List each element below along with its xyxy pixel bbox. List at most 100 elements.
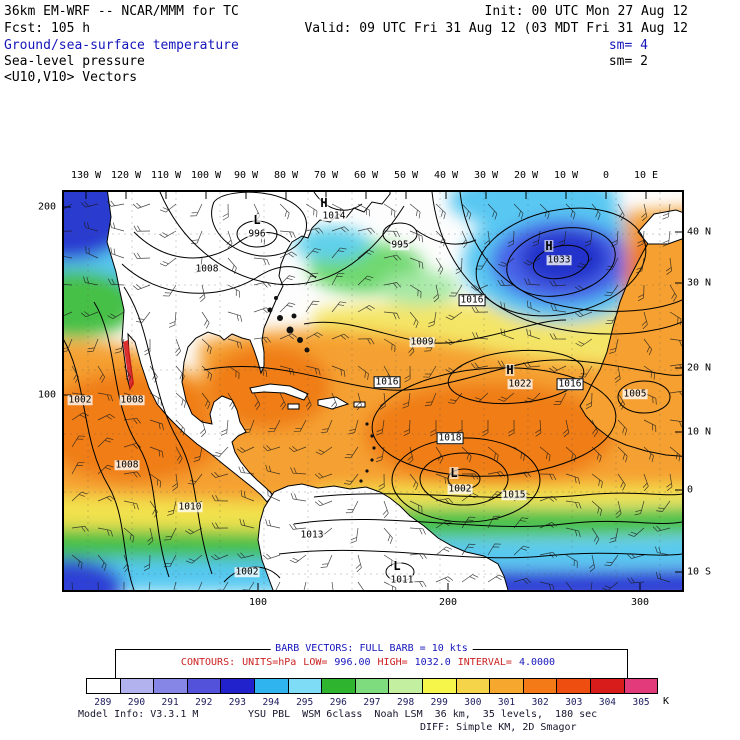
wind-barb — [409, 500, 423, 513]
wind-barb — [315, 446, 333, 455]
wind-barb — [513, 517, 529, 529]
wind-barb — [382, 500, 389, 519]
wind-barb — [133, 225, 151, 232]
wind-barb — [656, 571, 671, 583]
contour-legend-part: UNITS=hPa — [242, 657, 297, 668]
wind-barb — [331, 301, 347, 313]
wind-barb — [97, 392, 114, 402]
wind-barb — [149, 392, 162, 406]
wind-barb — [240, 581, 255, 590]
field-name-temperature: Ground/sea-surface temperature — [4, 38, 239, 53]
wind-barb — [97, 554, 107, 571]
wind-barb — [267, 489, 281, 502]
lon-axis-label: 10 E — [633, 170, 659, 181]
wind-barb — [350, 527, 359, 544]
wind-barb — [357, 227, 376, 234]
wind-barb — [553, 392, 567, 405]
colorbar-cell — [589, 678, 625, 694]
colorbar-tick-value: 298 — [397, 697, 415, 708]
wind-barb — [461, 446, 472, 463]
wind-barb — [220, 419, 229, 436]
wind-barb — [83, 276, 99, 286]
colorbar-cell — [522, 678, 558, 694]
wind-barb — [497, 279, 515, 286]
forecast-hour: Fcst: 105 h — [4, 21, 91, 36]
wind-barb — [262, 445, 281, 452]
map-panel: 996 1014 995 1033 1016 1008 1009 1022 1016 1005 10… — [62, 190, 684, 592]
wind-barb — [447, 392, 463, 404]
wind-barb — [114, 338, 125, 354]
wind-barb — [123, 442, 142, 449]
lon-axis-label: 70 W — [313, 170, 339, 181]
wind-barb — [615, 500, 622, 519]
wind-barb — [166, 581, 177, 590]
wind-barb — [357, 305, 375, 313]
lon-axis-label: 80 W — [273, 170, 299, 181]
wind-barb — [331, 226, 350, 233]
coastlines — [106, 192, 682, 590]
wind-barb — [348, 419, 359, 435]
colorbar-cell — [220, 678, 255, 694]
wind-barb — [190, 203, 203, 217]
wind-barb — [212, 446, 229, 457]
wind-barb — [455, 257, 463, 275]
wind-barb — [484, 230, 491, 248]
lon-axis-label: 130 W — [70, 170, 102, 181]
wind-barb — [106, 200, 125, 207]
wind-barb — [279, 275, 296, 286]
colorbar-tick-value: 301 — [497, 697, 516, 708]
wind-barb — [487, 446, 499, 462]
wind-barb — [409, 203, 421, 219]
wind-barb — [383, 338, 396, 353]
wind-barb — [64, 249, 73, 259]
wind-barb — [375, 446, 385, 463]
colorbar-tick-value: 302 — [531, 697, 549, 708]
wind-barb — [83, 221, 99, 232]
wind-barb — [167, 500, 177, 516]
wind-barb — [164, 527, 177, 541]
colorbar-tick-value: 291 — [161, 697, 179, 708]
wind-barb — [584, 581, 593, 590]
x-grid-axis-label: 300 — [630, 597, 650, 608]
wind-barb — [535, 419, 542, 437]
wind-barb — [445, 311, 463, 320]
lat-axis-label: 10 N — [687, 426, 712, 438]
wind-barb — [565, 581, 575, 590]
axis-ticks — [64, 192, 682, 590]
colorbar-tick-value: 293 — [228, 697, 246, 708]
wind-barb — [279, 365, 295, 376]
wind-barb — [424, 392, 437, 407]
wind-barb — [344, 446, 359, 459]
wind-barb — [445, 365, 463, 373]
wind-barb — [71, 491, 88, 502]
wind-barb — [267, 581, 281, 590]
wind-barb — [236, 552, 255, 559]
colorbar-tick-value: 289 — [94, 697, 112, 708]
lat-axis-label: 30 N — [687, 277, 712, 289]
wind-barb — [159, 203, 177, 213]
wind-barb — [320, 419, 333, 434]
wind-barb — [123, 527, 135, 543]
wind-barb — [175, 392, 187, 408]
contour-legend-part: HIGH= — [377, 657, 408, 668]
wind-barb — [565, 554, 578, 568]
wind-barb — [253, 336, 271, 344]
wind-barb — [591, 419, 598, 438]
wind-barb — [584, 230, 593, 247]
wind-barb — [265, 464, 281, 475]
wind-barb — [578, 365, 593, 378]
colorbar-cell — [153, 678, 188, 694]
lon-axis-label: 60 W — [353, 170, 379, 181]
wind-barb — [605, 257, 619, 271]
wind-barb — [669, 363, 682, 370]
wind-barb — [253, 281, 272, 288]
wind-barb — [643, 446, 654, 462]
hispaniola — [317, 396, 350, 410]
wind-barb — [71, 525, 89, 532]
wind-barb — [591, 203, 601, 220]
wind-barb — [226, 230, 233, 249]
wind-barb — [210, 554, 229, 561]
wind-barb — [591, 446, 602, 463]
init-time: Init: 00 UTC Mon 27 Aug 12 — [484, 4, 689, 19]
wind-barb — [669, 311, 682, 326]
